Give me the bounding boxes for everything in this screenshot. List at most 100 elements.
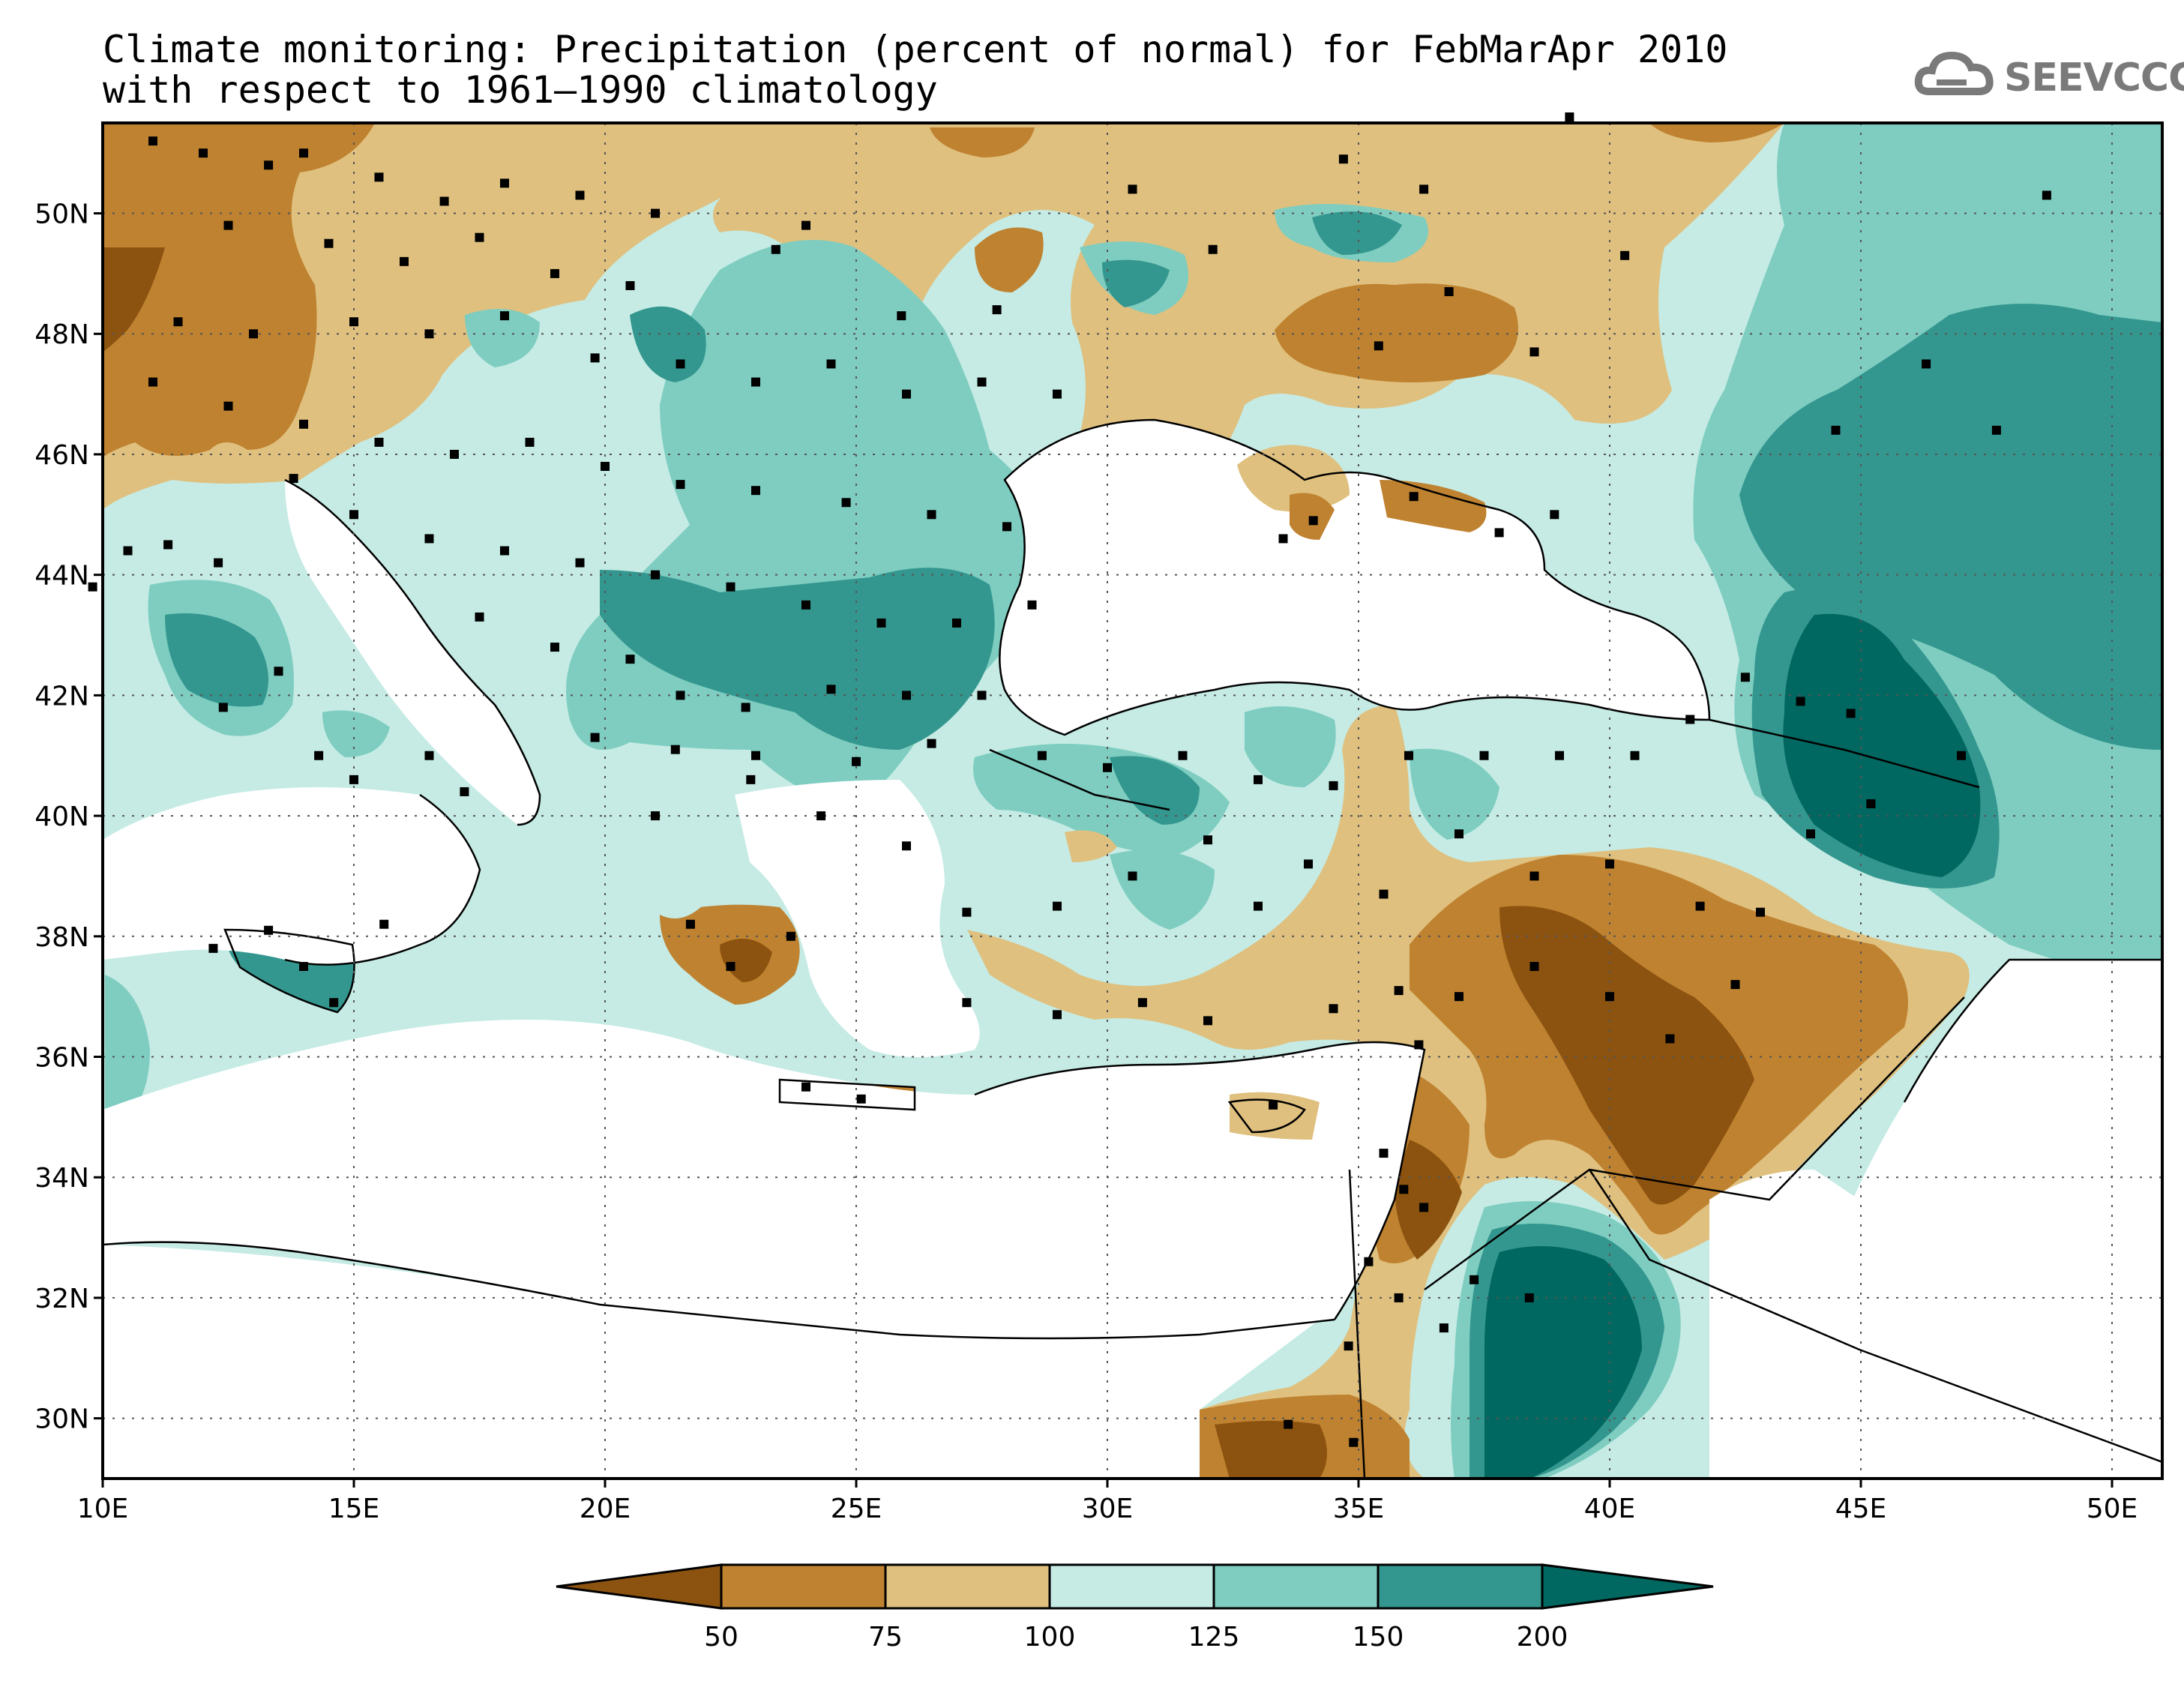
latitude-label: 34N	[34, 1163, 89, 1194]
station-marker	[379, 919, 389, 929]
legend-threshold-label: 125	[1188, 1622, 1240, 1653]
station-marker	[625, 280, 635, 290]
station-marker	[1399, 1185, 1409, 1194]
station-marker	[801, 220, 810, 230]
station-marker	[651, 570, 660, 580]
station-marker	[601, 462, 610, 472]
station-marker	[1494, 528, 1504, 538]
station-marker	[1409, 492, 1419, 502]
station-marker	[902, 691, 911, 700]
station-marker	[525, 437, 535, 447]
station-marker	[1455, 829, 1463, 839]
cloud-icon	[1914, 51, 1994, 95]
station-marker	[751, 377, 760, 387]
station-marker	[786, 931, 795, 941]
station-marker	[1203, 1016, 1212, 1026]
station-marker	[550, 268, 559, 278]
station-marker	[148, 136, 157, 146]
latitude-label: 50N	[34, 199, 89, 230]
latitude-label: 44N	[34, 561, 89, 592]
station-marker	[223, 220, 233, 230]
station-marker	[1254, 901, 1263, 911]
chart-subtitle: with respect to 1961–1990 climatology	[103, 68, 938, 112]
legend-swatch	[1377, 1563, 1544, 1610]
station-marker	[299, 148, 308, 158]
station-marker	[1455, 992, 1463, 1002]
station-marker	[1394, 1293, 1404, 1302]
station-marker	[1027, 600, 1037, 610]
station-marker	[1254, 775, 1263, 784]
station-marker	[173, 317, 183, 327]
station-marker	[1137, 998, 1147, 1008]
station-marker	[1128, 871, 1137, 881]
legend-threshold-label: 200	[1517, 1622, 1568, 1653]
station-marker	[1479, 751, 1489, 760]
latitude-label: 48N	[34, 319, 89, 350]
station-marker	[1469, 1275, 1479, 1284]
station-marker	[726, 582, 735, 592]
legend-swatch	[884, 1563, 1051, 1610]
station-marker	[771, 244, 780, 254]
station-marker	[1419, 1203, 1429, 1212]
station-marker	[1394, 986, 1404, 996]
station-marker	[439, 196, 449, 206]
station-marker	[1053, 389, 1062, 399]
latitude-label: 46N	[34, 440, 89, 471]
station-marker	[1308, 516, 1318, 526]
station-marker	[1329, 1004, 1338, 1014]
legend-threshold-label: 150	[1353, 1622, 1404, 1653]
legend-swatch	[1212, 1563, 1380, 1610]
station-marker	[500, 546, 509, 556]
longitude-label: 50E	[2087, 1494, 2138, 1524]
station-marker	[826, 359, 836, 369]
station-marker	[460, 787, 469, 796]
station-marker	[746, 775, 756, 784]
station-marker	[289, 474, 298, 484]
station-marker	[1404, 751, 1413, 760]
station-marker	[856, 1094, 866, 1104]
station-marker	[1284, 1419, 1293, 1429]
legend-swatch	[720, 1563, 887, 1610]
station-marker	[826, 685, 836, 694]
station-marker	[902, 389, 911, 399]
station-marker	[801, 1082, 810, 1092]
station-marker	[500, 178, 509, 188]
station-marker	[751, 486, 760, 496]
station-marker	[424, 329, 434, 339]
station-marker	[475, 612, 484, 622]
color-legend: 50 75 100 125 150 200	[556, 1563, 1714, 1653]
station-marker	[123, 546, 133, 556]
station-marker	[1524, 1293, 1534, 1302]
station-marker	[1304, 859, 1313, 869]
longitude-label: 45E	[1835, 1494, 1887, 1524]
station-marker	[852, 757, 861, 766]
station-marker	[590, 353, 600, 363]
station-marker	[1685, 715, 1695, 724]
station-marker	[1630, 751, 1640, 760]
station-marker	[349, 317, 358, 327]
longitude-label: 35E	[1333, 1494, 1385, 1524]
station-marker	[1550, 510, 1559, 520]
station-marker	[223, 401, 233, 411]
longitude-label: 10E	[77, 1494, 129, 1524]
weather-stations	[88, 112, 2051, 1447]
station-marker	[329, 998, 339, 1008]
station-marker	[952, 618, 961, 628]
station-marker	[349, 775, 358, 784]
station-marker	[575, 558, 585, 568]
station-marker	[1037, 751, 1047, 760]
station-marker	[1620, 250, 1630, 260]
station-marker	[801, 600, 810, 610]
station-marker	[1756, 907, 1765, 917]
station-marker	[1730, 980, 1740, 990]
station-marker	[1178, 751, 1188, 760]
station-marker	[88, 582, 97, 592]
station-marker	[1922, 359, 1931, 369]
station-marker	[1053, 1010, 1062, 1020]
station-marker	[992, 305, 1002, 315]
station-marker	[1831, 425, 1841, 435]
station-marker	[625, 655, 635, 664]
legend-threshold-label: 100	[1024, 1622, 1076, 1653]
precipitation-field	[103, 123, 2162, 1479]
station-marker	[651, 811, 660, 821]
